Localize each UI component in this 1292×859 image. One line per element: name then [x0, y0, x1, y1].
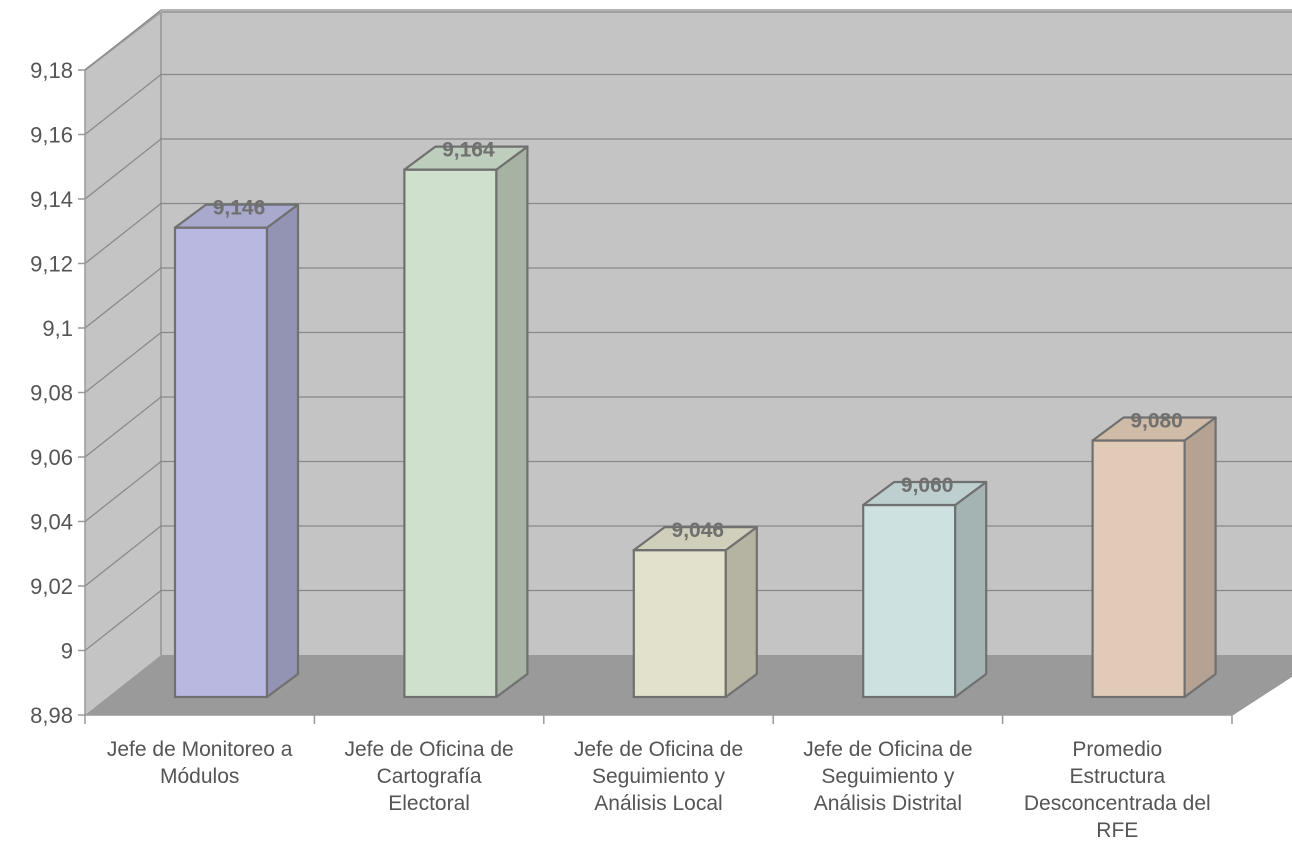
y-tick-label: 9,04: [30, 510, 73, 535]
bar-top: [862, 480, 988, 507]
bar-side: [954, 480, 988, 699]
gridline: [84, 331, 1292, 393]
bar-side: [1183, 416, 1217, 699]
bar-front: [173, 226, 269, 699]
x-tick-label: Jefe de Oficina de Cartografía Electoral: [344, 738, 513, 815]
y-tick-label: 9,12: [30, 252, 73, 277]
gridline: [84, 267, 1292, 329]
y-tick-label: 9,1: [42, 316, 73, 341]
bar-front: [632, 549, 727, 699]
gridline: [84, 396, 1292, 458]
bar-top: [403, 145, 529, 171]
bar: [862, 480, 988, 699]
data-label: 9,146: [213, 197, 266, 220]
gridline: [84, 138, 1292, 200]
bar-front: [862, 503, 957, 699]
y-tick-label: 9,08: [30, 381, 73, 406]
bar-front: [403, 168, 498, 699]
bars: [173, 145, 1217, 699]
bar-side: [495, 145, 529, 699]
bar: [173, 203, 300, 699]
x-tick-label: Jefe de Oficina de Seguimiento y Análisis …: [574, 738, 743, 815]
data-label: 9,080: [1130, 410, 1183, 433]
x-axis-depth-line: [1231, 675, 1292, 716]
gridline: [84, 9, 1292, 71]
gridline: [84, 202, 1292, 264]
bar: [1091, 416, 1217, 699]
bar-side: [724, 526, 758, 699]
side-wall: [85, 12, 161, 715]
y-tick-label: 9,02: [30, 574, 73, 599]
y-tick-label: 9,06: [30, 445, 73, 470]
bar-top: [1091, 416, 1217, 442]
y-axis: 8,98 9 9,02 9,04 9,06 9,08 9,1 9,12 9,14 9,16 9,18: [30, 58, 86, 728]
gridline: [84, 73, 1292, 135]
bar-top: [173, 203, 300, 229]
y-tick-label: 8,98: [30, 703, 73, 728]
data-label: 9,164: [442, 139, 495, 162]
x-tick-label: Promedio Estructura Desconcentrada del RFE: [1024, 738, 1211, 842]
y-tick-label: 9: [61, 639, 73, 664]
gridline: [84, 460, 1292, 522]
bar-top: [632, 526, 758, 552]
bar: [403, 145, 529, 699]
bar-front: [1091, 439, 1186, 699]
data-label: 9,046: [672, 519, 725, 542]
x-tick-label: Jefe de Oficina de Seguimiento y Análisis …: [803, 738, 972, 815]
y-tick-label: 9,14: [30, 187, 73, 212]
y-tick-label: 9,16: [30, 123, 73, 148]
bar: [632, 526, 758, 699]
x-tick-label: Jefe de Monitoreo a Módulos: [107, 738, 293, 788]
x-axis: Jefe de Monitoreo a Módulos Jefe de Oficin…: [84, 675, 1292, 842]
data-labels: 9,146 9,164 9,046 9,060 9,080: [213, 139, 1183, 543]
data-label: 9,060: [901, 474, 954, 497]
y-tick-label: 9,18: [30, 58, 73, 83]
bar-side: [265, 203, 300, 699]
